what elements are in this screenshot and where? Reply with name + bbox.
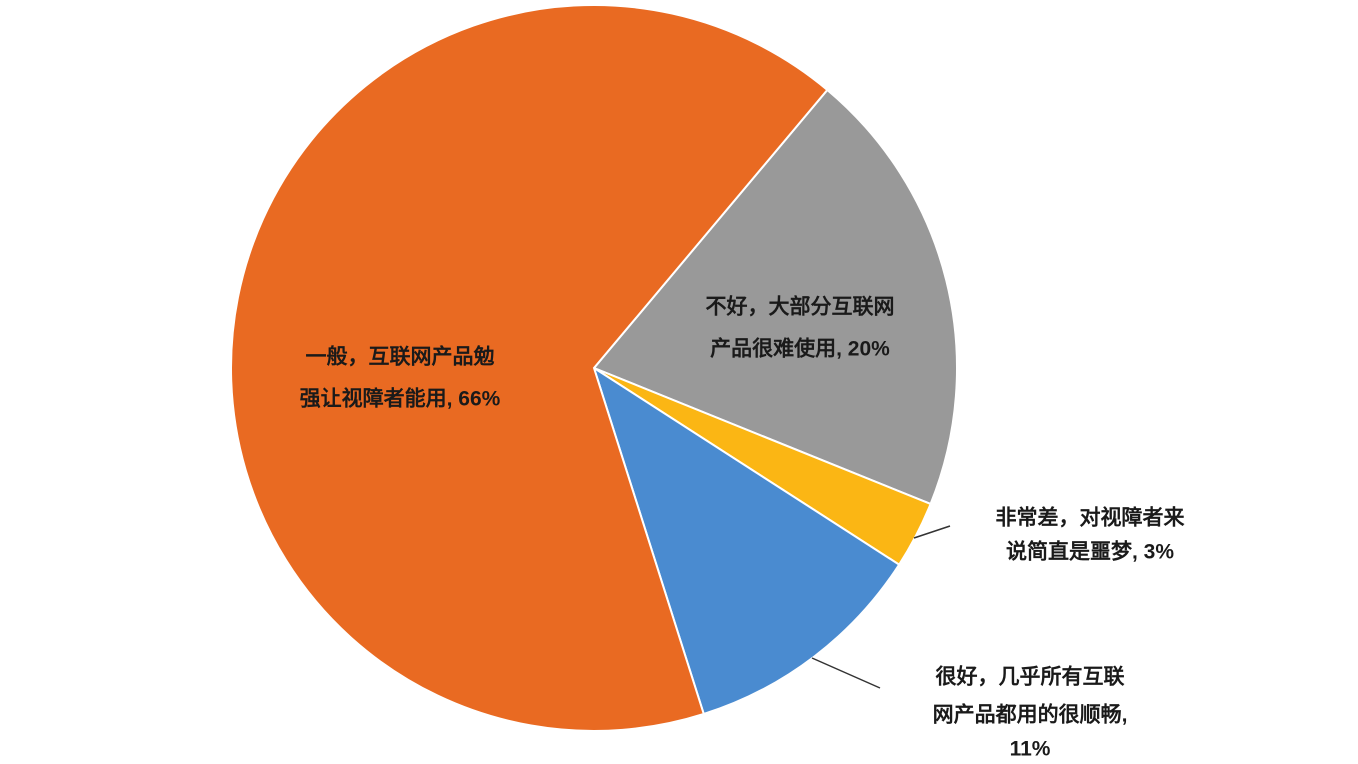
leader-line (913, 525, 951, 539)
pie-slice (592, 88, 958, 506)
data-label: 不好，大部分互联网 (706, 295, 895, 319)
data-label: 产品很难使用, 20% (710, 337, 890, 361)
data-label: 网产品都用的很顺畅, (933, 703, 1128, 727)
pie-slice (230, 4, 829, 732)
data-label: 强让视障者能用, 66% (300, 387, 501, 411)
data-label: 说简直是噩梦, 3% (1006, 540, 1174, 564)
data-label: 很好，几乎所有互联 (936, 665, 1125, 689)
pie-slice (592, 365, 901, 716)
data-label: 非常差，对视障者来 (996, 506, 1186, 530)
data-label: 一般，互联网产品勉 (306, 345, 495, 369)
leader-line (811, 657, 881, 689)
data-label: 11% (1010, 738, 1051, 761)
